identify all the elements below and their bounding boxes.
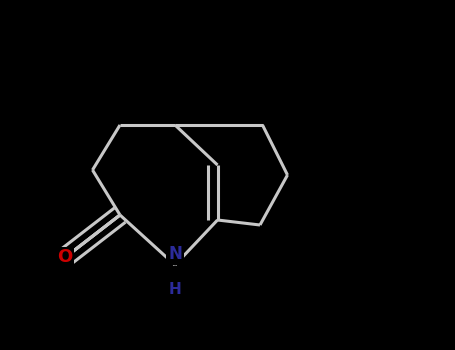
Text: N: N [168,245,182,263]
Text: O: O [57,248,73,266]
Text: H: H [169,281,182,296]
